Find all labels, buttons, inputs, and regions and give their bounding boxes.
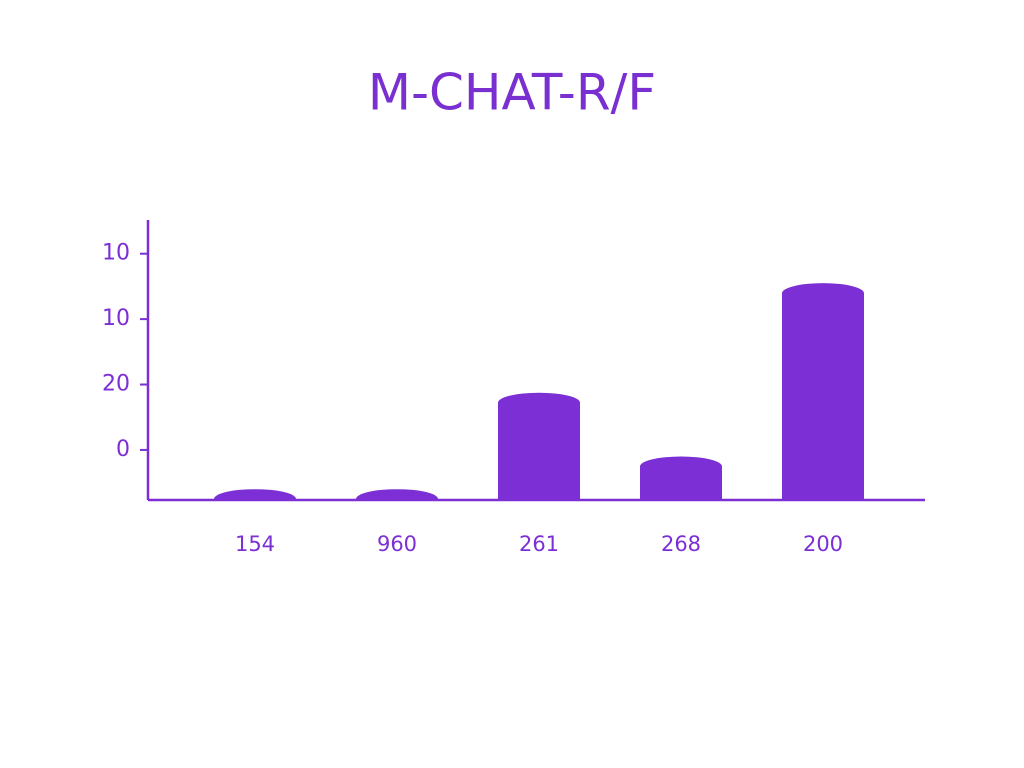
bar — [355, 489, 438, 499]
x-tick-label: 268 — [661, 532, 701, 556]
bar — [782, 283, 864, 499]
y-tick-label: 10 — [102, 306, 130, 331]
bar — [498, 392, 580, 499]
chart-title: M-CHAT-R/F — [368, 64, 656, 122]
x-tick-label: 154 — [235, 532, 275, 556]
x-tick-label: 261 — [519, 532, 559, 556]
x-tick-label: 960 — [377, 532, 417, 556]
y-tick-label: 20 — [102, 372, 130, 397]
y-tick-label: 10 — [102, 241, 130, 266]
y-tick-label: 0 — [116, 437, 130, 462]
bar — [640, 456, 722, 499]
x-tick-label: 200 — [803, 532, 843, 556]
bar — [214, 489, 296, 499]
